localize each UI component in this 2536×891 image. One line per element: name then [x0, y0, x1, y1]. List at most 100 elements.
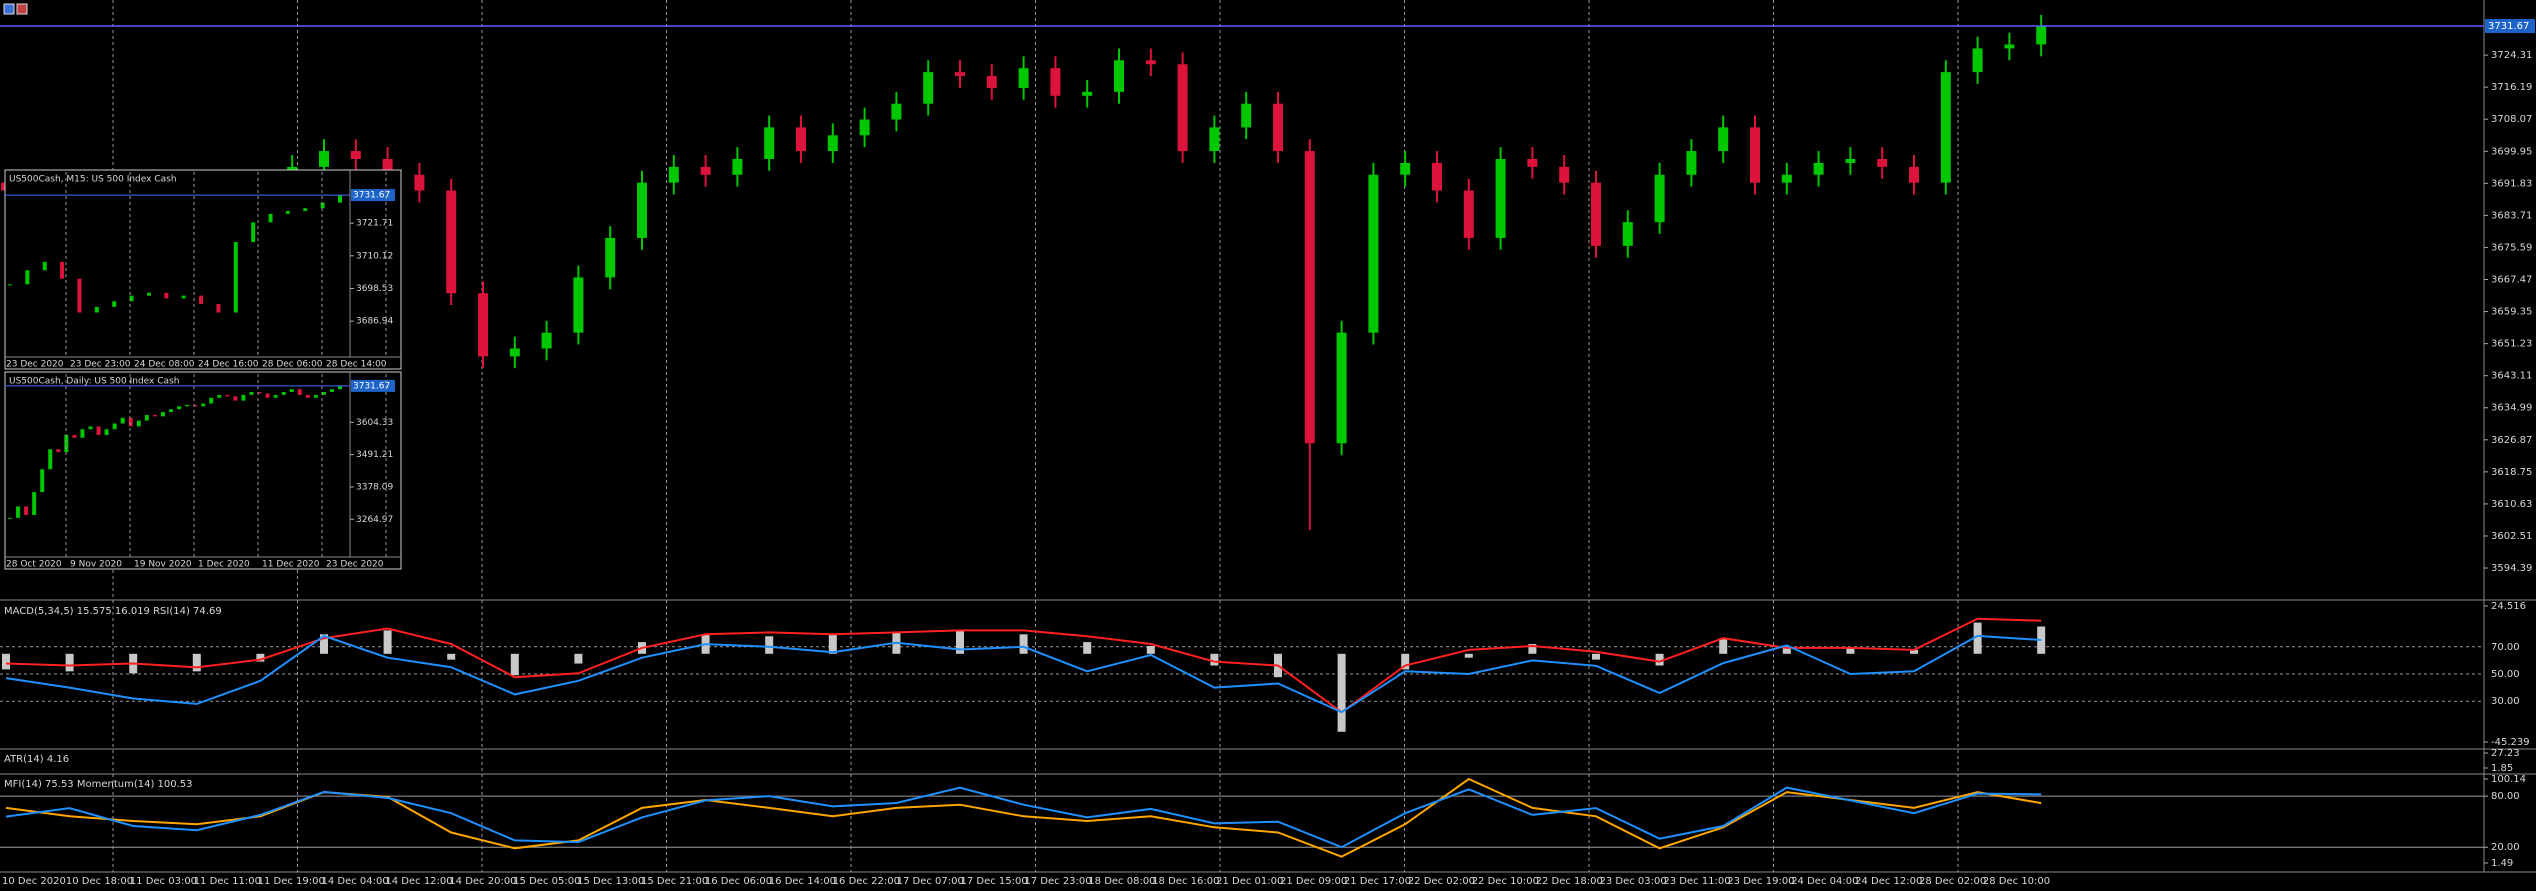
y-tick-label: 3634.99 — [2491, 403, 2532, 414]
y-tick-label: 3683.71 — [2491, 210, 2532, 221]
candle-body — [1241, 103, 1252, 128]
x-tick-label: 24 Dec 08:00 — [134, 360, 195, 370]
candle-body — [891, 103, 902, 120]
x-tick-label: 15 Dec 21:00 — [641, 876, 708, 887]
y-tick-label: 50.00 — [2491, 669, 2520, 680]
x-tick-label: 28 Dec 06:00 — [262, 360, 323, 370]
inset-candle — [313, 394, 318, 398]
x-tick-label: 24 Dec 04:00 — [1791, 876, 1858, 887]
y-tick-label: 1.49 — [2491, 858, 2513, 869]
inset-window[interactable]: 3264.97 3378.09 3491.21 3604.33 3731.67 US500… — [4, 371, 402, 570]
y-tick-label: 3724.31 — [2491, 50, 2532, 61]
x-tick-label: 28 Dec 10:00 — [1983, 876, 2050, 887]
y-tick-label: 3378.09 — [356, 482, 393, 492]
y-tick-label: 3651.23 — [2491, 339, 2532, 350]
inset-candle — [249, 392, 254, 395]
macd-bar — [1083, 642, 1092, 654]
candle-body — [1209, 127, 1220, 152]
inset-candle — [181, 295, 186, 299]
candle-body — [541, 332, 552, 349]
candle-body — [382, 158, 393, 175]
macd-bar — [956, 630, 964, 654]
inset-candle — [152, 414, 157, 417]
inset-candle — [88, 426, 93, 430]
macd-bar — [1401, 653, 1410, 670]
inset-candle — [338, 385, 342, 390]
macd-bar — [2037, 626, 2046, 654]
inset-frame — [4, 169, 402, 370]
window-icon[interactable] — [3, 3, 15, 15]
macd-bar — [1592, 653, 1600, 660]
candle-body — [1145, 60, 1156, 65]
x-tick-label: 28 Dec 02:00 — [1919, 876, 1986, 887]
candle-body — [986, 76, 997, 88]
inset-title: US500Cash, M15: US 500 Index Cash — [9, 175, 177, 185]
y-tick-label: 30.00 — [2491, 696, 2520, 707]
macd-bar — [192, 653, 201, 672]
candle-body — [1718, 127, 1729, 152]
candle-body — [668, 166, 679, 183]
inset-candle — [273, 394, 278, 398]
x-tick-label: 18 Dec 16:00 — [1152, 876, 1219, 887]
y-tick-label: 3610.63 — [2491, 499, 2532, 510]
candle-body — [1304, 151, 1315, 444]
x-tick-label: 10 Dec 2020 — [2, 876, 66, 887]
y-tick-label: 3710.12 — [356, 251, 393, 261]
candle-body — [1400, 162, 1411, 175]
x-tick-label: 15 Dec 13:00 — [577, 876, 644, 887]
candle-body — [955, 72, 965, 77]
y-tick-label: 24.516 — [2491, 601, 2526, 612]
inset-candle — [80, 429, 85, 438]
candle-body — [1050, 68, 1061, 96]
inset-candle — [338, 195, 342, 203]
macd-bar — [1655, 653, 1664, 666]
candle-body — [732, 158, 743, 175]
y-tick-label: 3594.39 — [2491, 563, 2532, 574]
candle-body — [1432, 162, 1442, 191]
inset-candle — [233, 396, 238, 401]
y-tick-label: 70.00 — [2491, 642, 2520, 653]
y-tick-label: 3698.53 — [356, 284, 393, 294]
x-tick-label: 23 Dec 03:00 — [1600, 876, 1667, 887]
inset-candle — [112, 423, 117, 430]
x-tick-label: 14 Dec 20:00 — [449, 876, 516, 887]
candle-body — [1750, 127, 1760, 183]
candle-body — [350, 151, 361, 159]
inset-candle — [128, 417, 133, 427]
macd-bar — [1973, 622, 1982, 654]
y-tick-label: 20.00 — [2491, 842, 2520, 853]
mfi-line — [5, 786, 2042, 849]
x-tick-label: 21 Dec 17:00 — [1344, 876, 1411, 887]
macd-bar — [1210, 653, 1219, 666]
candle-body — [1654, 174, 1665, 223]
macd-bar — [1846, 647, 1855, 654]
current-price-label: 3731.67 — [2488, 21, 2529, 32]
candle-body — [1845, 158, 1856, 163]
y-tick-label: 3667.47 — [2491, 275, 2532, 286]
candle-body — [637, 182, 647, 238]
candle-body — [2036, 26, 2047, 45]
candle-body — [509, 348, 520, 357]
macd-bar — [574, 653, 583, 664]
y-tick-label: 3264.97 — [356, 515, 393, 525]
inset-candle — [168, 409, 173, 413]
candle-body — [1559, 166, 1570, 183]
rsi-line — [5, 634, 2042, 714]
window-icon[interactable] — [16, 3, 28, 15]
inset-candle — [164, 292, 169, 299]
inset-candle — [129, 295, 134, 302]
inset-candle — [285, 211, 290, 214]
y-tick-label: 100.14 — [2491, 774, 2526, 785]
macd-bar — [765, 636, 774, 654]
y-tick-label: 3602.51 — [2491, 531, 2532, 542]
inset-candle — [257, 392, 262, 394]
inset-candle — [305, 394, 310, 398]
candle-body — [700, 166, 711, 175]
inset-window[interactable]: 3686.94 3698.53 3710.12 3721.71 3731.67 US500… — [4, 169, 402, 370]
macd-bar — [1719, 638, 1728, 654]
current-price-box — [2485, 19, 2535, 34]
x-tick-label: 1 Dec 2020 — [198, 560, 250, 570]
x-tick-label: 9 Nov 2020 — [70, 560, 122, 570]
x-tick-label: 22 Dec 10:00 — [1472, 876, 1539, 887]
